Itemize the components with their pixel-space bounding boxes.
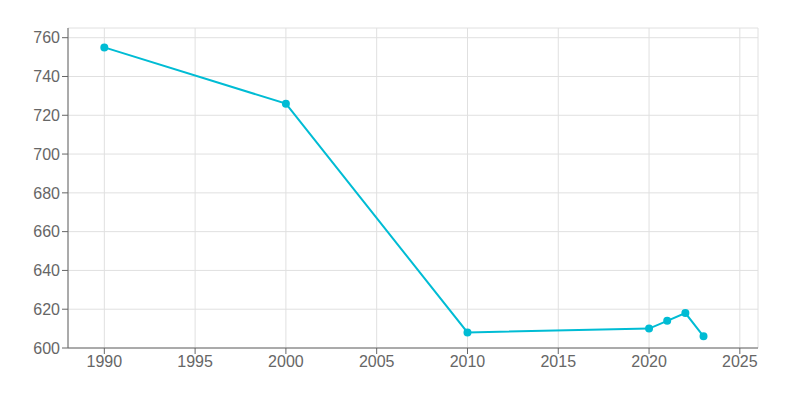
svg-text:1995: 1995 [177,353,213,370]
svg-text:2000: 2000 [268,353,304,370]
svg-text:2020: 2020 [631,353,667,370]
svg-text:720: 720 [33,107,60,124]
svg-text:2015: 2015 [540,353,576,370]
svg-text:680: 680 [33,185,60,202]
svg-text:700: 700 [33,146,60,163]
svg-text:640: 640 [33,262,60,279]
svg-text:740: 740 [33,68,60,85]
svg-text:600: 600 [33,340,60,357]
svg-text:620: 620 [33,301,60,318]
svg-text:660: 660 [33,223,60,240]
svg-text:760: 760 [33,29,60,46]
svg-text:2010: 2010 [450,353,486,370]
svg-text:1990: 1990 [87,353,123,370]
svg-text:2025: 2025 [722,353,758,370]
svg-text:2005: 2005 [359,353,395,370]
